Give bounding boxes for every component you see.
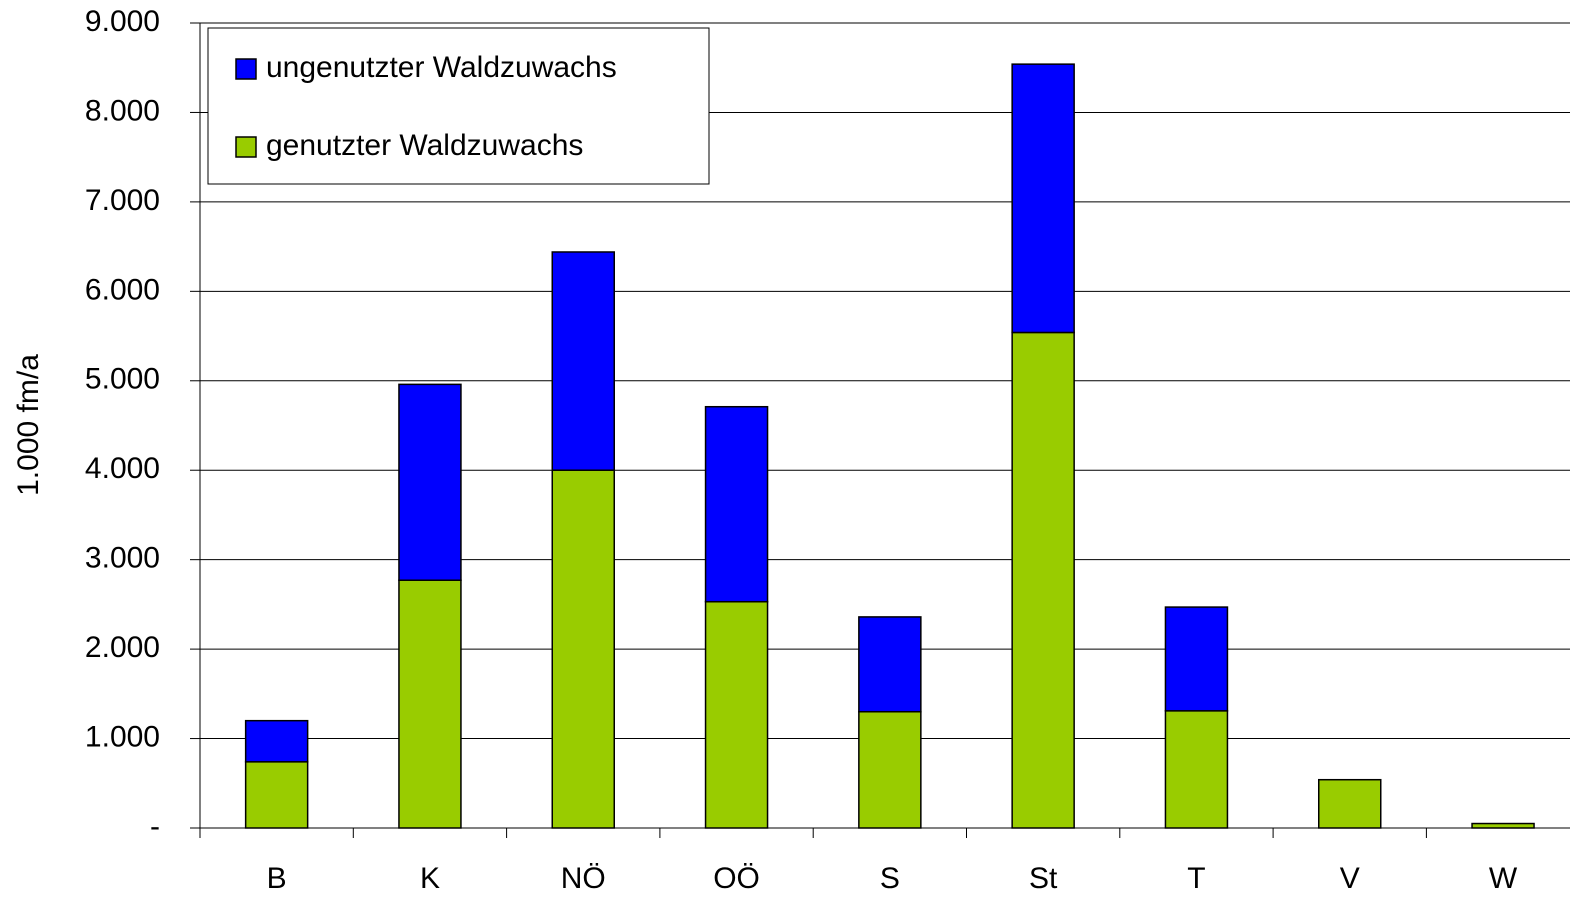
y-tick-label: 7.000 (85, 184, 160, 217)
y-tick-label: 9.000 (85, 5, 160, 38)
x-tick-label: NÖ (561, 862, 606, 895)
y-tick-label: 1.000 (85, 720, 160, 753)
x-tick-label: K (420, 862, 440, 895)
legend-label: genutzter Waldzuwachs (266, 129, 583, 162)
bar-segment (398, 579, 462, 829)
x-tick-label: B (267, 862, 287, 895)
bar-segment (858, 616, 922, 713)
bar-segment (704, 600, 769, 829)
x-tick-label: S (880, 862, 900, 895)
y-tick-label: 4.000 (85, 452, 160, 485)
y-tick-label: 6.000 (85, 273, 160, 306)
y-tick-label: 2.000 (85, 631, 160, 664)
x-tick-label: W (1489, 862, 1518, 895)
bar-segment (1164, 710, 1229, 829)
legend-label: ungenutzter Waldzuwachs (266, 51, 617, 84)
x-tick-label: T (1187, 862, 1205, 895)
bar-segment (858, 710, 922, 829)
bar-segment (1011, 331, 1075, 829)
y-tick-label: 3.000 (85, 542, 160, 575)
y-axis-label: 1.000 fm/a (12, 354, 45, 496)
bar-segment (1011, 63, 1075, 334)
legend-box (207, 27, 710, 185)
bar-segment (1471, 822, 1535, 829)
bar-segment (1164, 606, 1229, 712)
y-tick-label: - (150, 810, 160, 843)
y-tick-label: 8.000 (85, 94, 160, 127)
x-tick-label: V (1340, 862, 1360, 895)
bar-segment (244, 719, 309, 763)
bar-segment (244, 761, 309, 829)
bar-segment (704, 405, 769, 603)
x-tick-label: OÖ (713, 862, 760, 895)
y-tick-label: 5.000 (85, 363, 160, 396)
bar-segment (1318, 778, 1382, 829)
bar-segment (551, 251, 615, 471)
legend-swatch (235, 58, 257, 80)
bar-segment (551, 469, 615, 829)
bar-segment (398, 383, 462, 581)
legend-swatch (235, 136, 257, 158)
x-tick-label: St (1029, 862, 1058, 895)
